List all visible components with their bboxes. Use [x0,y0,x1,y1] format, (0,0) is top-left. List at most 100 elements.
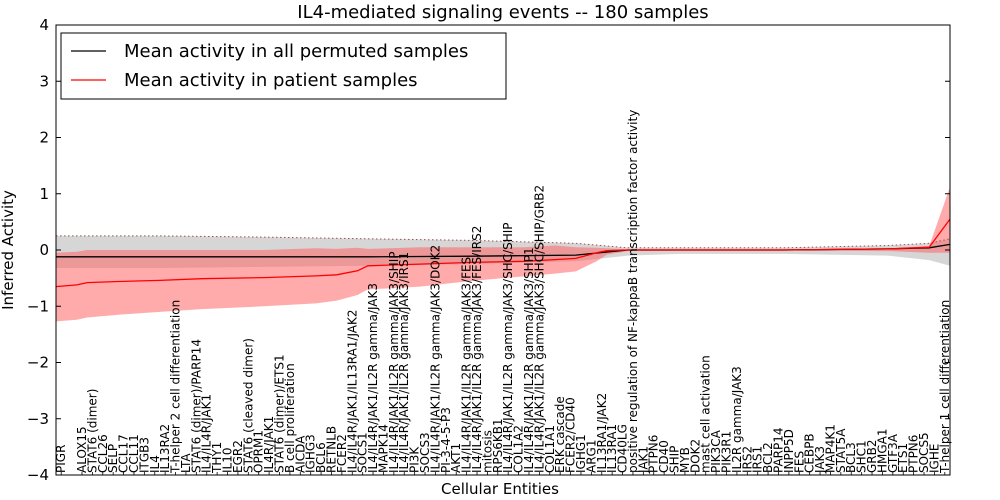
patient-band [56,187,950,322]
y-tick-label: 2 [39,129,49,147]
x-category-label: MAP4K1 [824,424,838,473]
x-category-label: SOCS1 [356,432,370,473]
y-axis-ticks: −4 −3 −2 −1 0 1 2 3 4 [27,16,950,484]
x-category-label: LTA [179,453,193,473]
x-category-label: IL13RA1 [605,424,619,473]
x-category-label: PIK3R1 [720,431,734,473]
x-category-label: SOCS3 [418,432,432,473]
x-category-label: ITGB3 [137,437,151,473]
x-category-label: ALOX15 [75,426,89,473]
x-category-label: STAT6 (dimer) [85,389,99,473]
x-category-label: MAPK14 [377,424,391,473]
x-category-label: MYB [678,447,692,473]
x-category-label: T-helper 1 cell differentiation [938,300,952,474]
x-category-label: GRB2 [865,439,879,473]
x-category-label: RETNLB [325,426,339,473]
x-category-label: STAT5A [834,428,848,473]
x-category-label: CD40LG [616,424,630,473]
x-category-label: STAT6 (cleaved dimer) [241,338,255,473]
x-category-label: IL4/IL4R/JAK1 [200,394,214,473]
x-category-label: PIGR [54,445,68,473]
legend: Mean activity in all permuted samples Me… [60,32,507,100]
x-category-label: IL10 [221,448,235,474]
x-category-label: mast cell activation [699,355,713,473]
x-category-label: mitosis [480,430,494,473]
x-category-label: IL4/IL4R/JAK1/IL2R gamma/JAK3/DOK2 [428,245,442,473]
x-category-label: SHC1 [855,440,869,473]
x-category-label: THY1 [210,442,224,474]
x-category-label: IL13RA2 [158,424,172,473]
x-category-label: ETS1 [896,443,910,473]
x-category-label: IL4/IL4R/JAK1/IL2R gamma/JAK3/FES [460,257,474,473]
x-category-label: PTPN6 [647,435,661,473]
patient-mean-line [55,218,951,288]
x-category-label: PTPN6 [907,435,921,473]
y-tick-label: −2 [27,354,49,372]
legend-label-patient: Mean activity in patient samples [124,70,418,91]
x-category-label: STAT6 (dimer)/ETS1 [273,354,287,473]
x-category-label: BCL3 [844,442,858,473]
x-category-label: EGR2 [231,440,245,473]
x-category-label: IRS1 [751,446,765,473]
x-category-label: FES [792,451,806,473]
y-tick-label: 3 [39,72,49,90]
x-category-label: BCL2 [761,442,775,473]
y-tick-label: 1 [39,185,49,203]
x-axis-label: Cellular Entities [441,480,559,498]
x-category-label: JAK3 [813,446,827,474]
x-category-label: AKT1 [449,443,463,473]
x-category-label: INPP5D [782,429,796,473]
y-tick-label: −3 [27,410,49,428]
chart-lines [55,218,951,288]
x-category-label: PARP14 [772,427,786,473]
x-category-label: PI-3-4-5-P3 [439,407,453,473]
x-category-label: CCL17 [117,434,131,473]
x-category-label: IL4/IL4R/JAK1/IL2R gamma/JAK3/SHIP [387,252,401,473]
legend-box [60,32,507,100]
y-tick-label: 4 [39,16,49,34]
x-category-label: JAK1 [636,446,650,474]
x-category-label: IL13RA1/JAK2 [595,393,609,473]
y-tick-label: −4 [27,466,49,484]
x-category-label: CCL26 [96,434,110,473]
y-axis-label: Inferred Activity [0,190,17,310]
x-category-label: T-helper 2 cell differentiation [169,300,183,474]
x-category-label: DOK2 [688,439,702,473]
plot-frame [55,24,951,476]
x-category-label: B cell proliferation [283,363,297,473]
x-category-label: IL4/IL4R/JAK1/IL2R gamma/JAK3/SHC/SHIP/G… [532,185,546,473]
x-category-label: IL4 [148,455,162,473]
x-category-label: PIK3CA [709,429,723,473]
x-category-label: IL2R gamma/JAK3 [730,366,744,473]
x-category-label: ERK cascade [553,396,567,473]
x-category-label: IL4R/JAK1 [262,416,276,473]
x-category-label: CCL11 [127,434,141,473]
x-category-label: PI3K [408,446,422,473]
x-category-label: IL4/IL4R/JAK1/IL13RA1/JAK2 [345,310,359,474]
x-category-label: OPRM1 [252,430,266,473]
y-tick-label: −1 [27,297,49,315]
x-category-label: IGHG3 [304,434,318,473]
x-category-label: IL4/IL4R/JAK1/IL2R gamma/JAK3/FES/IRS2 [470,226,484,473]
x-category-label: HMGA1 [875,428,889,473]
x-category-label: IL4/IL4R/JAK1/IL2R gamma/JAK3/SHC/SHIP [501,222,515,473]
x-category-label: RPS6KB1 [491,418,505,473]
x-category-label: AICDA [293,435,307,473]
x-category-label: IL4/IL4R/JAK1/IL2R gamma/JAK3/SHP1 [522,247,536,473]
x-category-label: FCER2 [335,434,349,473]
x-category-label: positive regulation of NF-kappaB transcr… [626,110,640,473]
x-category-label: FCER2/CD40 [564,397,578,473]
x-category-label: IL4/IL4R/JAK1/IL2R gamma/JAK3 [366,283,380,473]
x-category-label: COL1A1 [543,425,557,473]
chart-title: IL4-mediated signaling events -- 180 sam… [297,2,708,23]
legend-label-permuted: Mean activity in all permuted samples [124,41,468,62]
x-category-label: SHIP [668,446,682,473]
x-category-label: IRS2 [740,446,754,473]
x-category-label: CD40 [657,440,671,473]
x-category-label: IGHG1 [574,434,588,473]
x-category-label: SOCS5 [917,432,931,473]
x-category-label: IL4/IL4R/JAK1/IL2R gamma/JAK3/IRS1 [397,252,411,473]
x-category-label: SELP [106,444,120,473]
